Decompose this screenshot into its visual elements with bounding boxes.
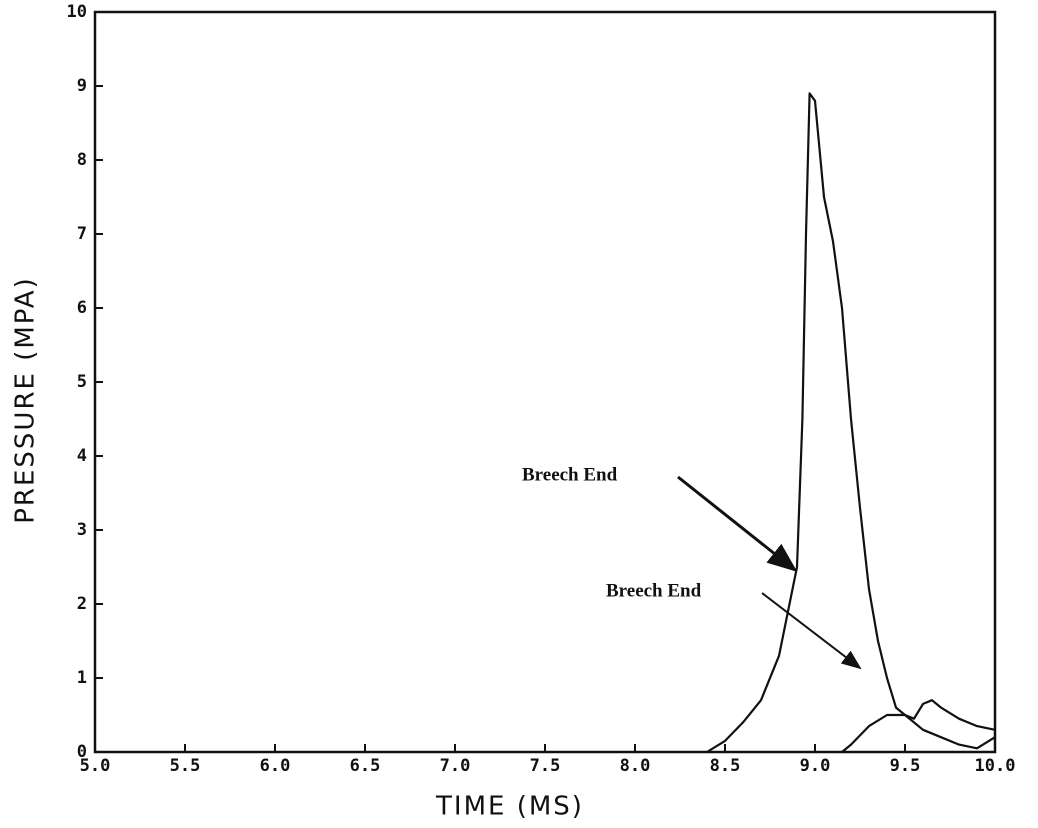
y-tick-label: 5	[77, 372, 87, 392]
y-tick-label: 4	[77, 446, 87, 466]
x-tick-label: 5.5	[170, 756, 201, 776]
x-tick-label: 5.0	[80, 756, 111, 776]
y-tick-label: 6	[77, 298, 87, 318]
x-tick-label: 8.5	[710, 756, 741, 776]
x-axis-title: TIME (MS)	[435, 792, 584, 822]
annotation: Breech End	[522, 464, 618, 485]
y-tick-label: 1	[77, 668, 87, 688]
x-tick-label: 9.0	[800, 756, 831, 776]
x-tick-label: 6.5	[350, 756, 381, 776]
y-tick-label: 3	[77, 520, 87, 540]
x-tick-label: 6.0	[260, 756, 291, 776]
y-tick-label: 9	[77, 76, 87, 96]
plot-frame	[93, 10, 997, 754]
x-tick-label: 8.0	[620, 756, 651, 776]
annotation: Breech End	[606, 580, 702, 601]
x-tick-label: 9.5	[890, 756, 921, 776]
annotation-arrow	[677, 475, 798, 572]
data-line	[706, 92, 996, 753]
y-axis-title: PRESSURE (MPA)	[11, 276, 41, 524]
data-line	[841, 699, 996, 753]
x-tick-label: 10.0	[975, 756, 1016, 776]
y-tick-label: 2	[77, 594, 87, 614]
y-tick-label: 10	[67, 2, 87, 22]
x-tick-label: 7.0	[440, 756, 471, 776]
annotation-arrow	[761, 592, 862, 670]
y-tick-label: 7	[77, 224, 87, 244]
y-tick-label: 0	[77, 742, 87, 762]
x-tick-label: 7.5	[530, 756, 561, 776]
y-tick-label: 8	[77, 150, 87, 170]
